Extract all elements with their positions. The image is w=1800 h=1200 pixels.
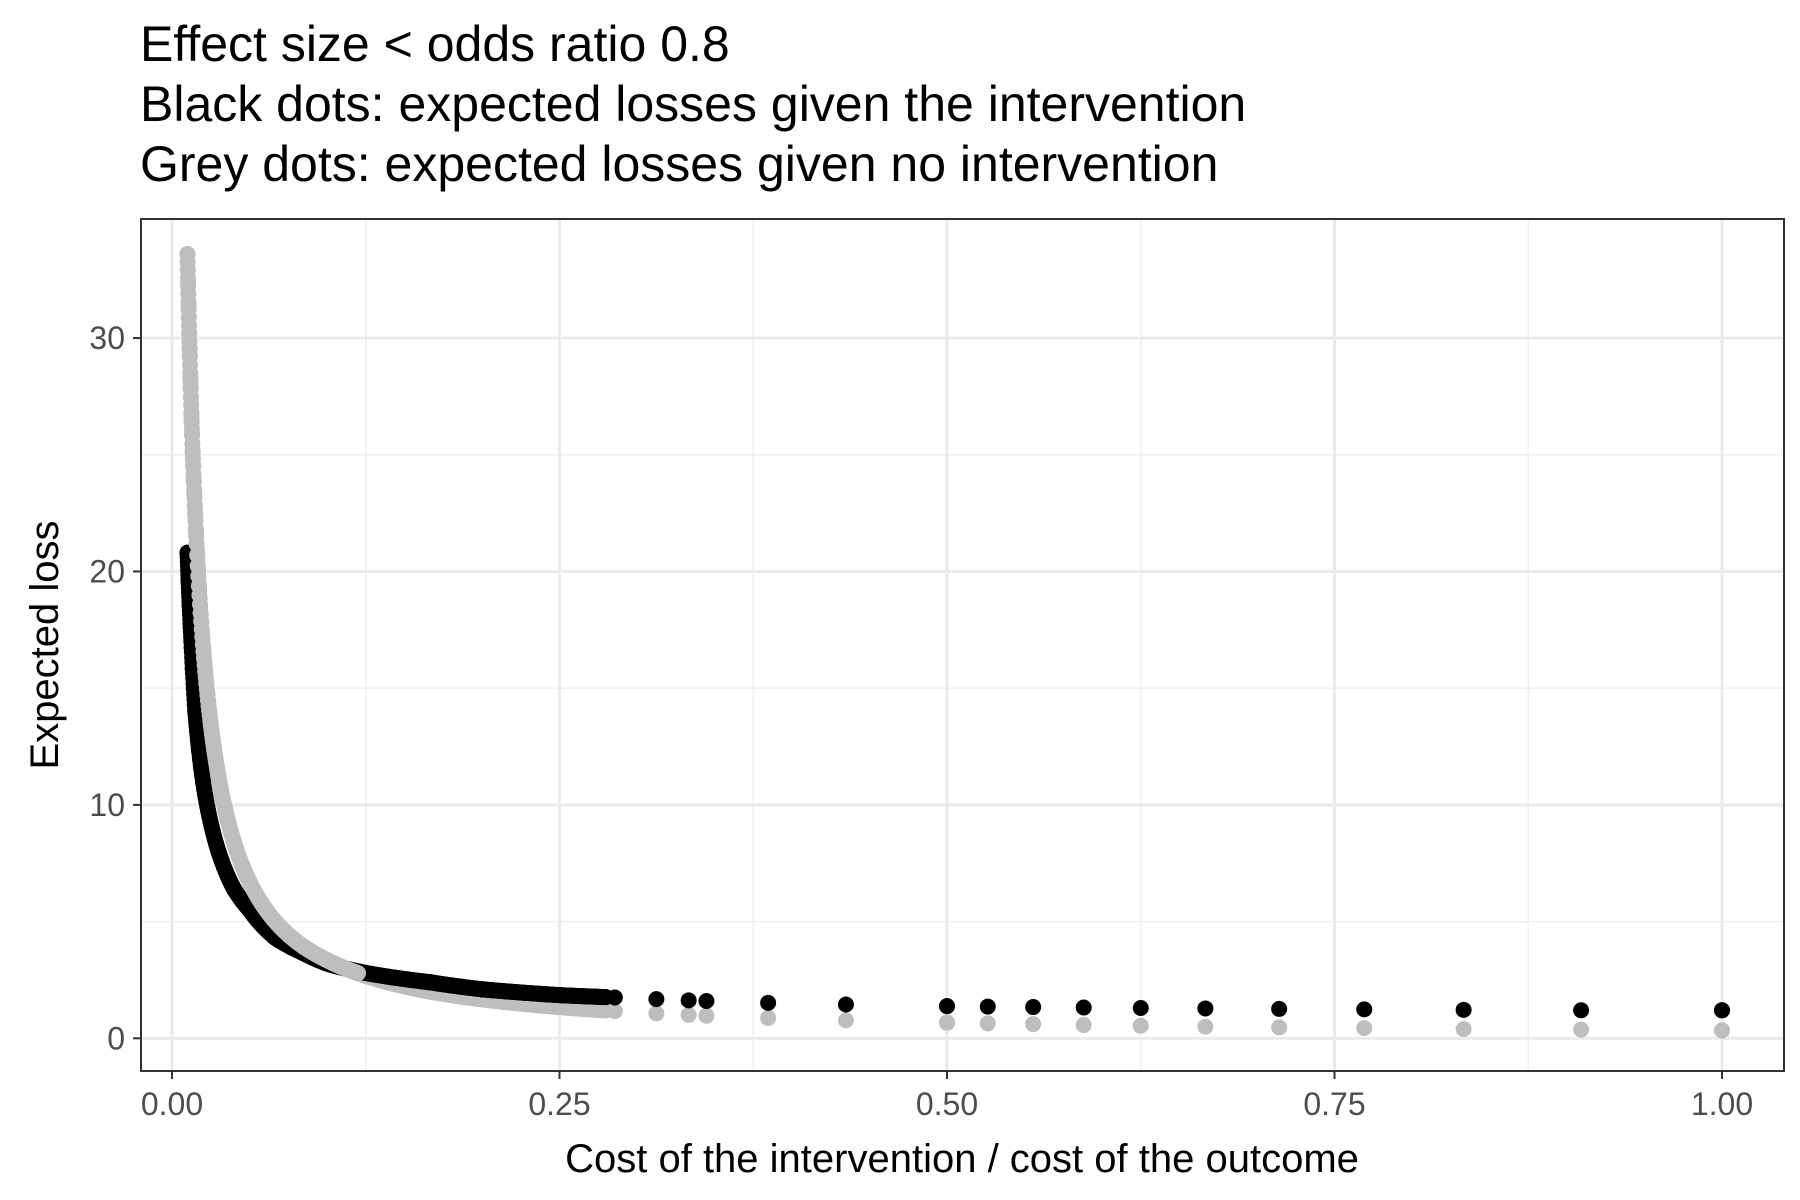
x-tick-label: 0.25: [528, 1086, 590, 1122]
y-tick-label: 10: [89, 787, 125, 823]
y-axis: 0 10 20 30: [89, 320, 141, 1056]
data-point: [1025, 1016, 1042, 1033]
plot-panel: [141, 219, 1784, 1071]
major-gridlines: [141, 219, 1784, 1071]
data-point: [939, 998, 955, 1015]
data-point: [1573, 1002, 1590, 1019]
x-tick-label: 0.50: [916, 1086, 978, 1122]
data-series: [179, 246, 1730, 1039]
y-axis-label: Expected loss: [23, 520, 67, 769]
data-point: [698, 992, 715, 1009]
data-point: [1075, 1017, 1092, 1034]
chart-title: Effect size < odds ratio 0.8 Black dots:…: [140, 14, 1246, 194]
data-point: [350, 965, 366, 982]
x-axis-label: Cost of the intervention / cost of the o…: [565, 1137, 1359, 1181]
data-point: [182, 389, 199, 406]
data-point: [1573, 1021, 1590, 1038]
data-point: [648, 1005, 665, 1022]
data-point: [1271, 1019, 1288, 1036]
data-point: [187, 512, 204, 529]
data-point: [1271, 1000, 1288, 1017]
data-point: [979, 998, 996, 1015]
data-point: [1197, 1018, 1214, 1035]
series-no-intervention-overlay: [179, 246, 366, 982]
y-tick-label: 0: [107, 1020, 125, 1056]
title-line-1: Effect size < odds ratio 0.8: [140, 16, 730, 72]
data-point: [979, 1015, 996, 1032]
data-point: [1197, 1000, 1214, 1017]
data-point: [1455, 1020, 1472, 1037]
data-point: [185, 472, 202, 489]
data-point: [837, 996, 854, 1013]
data-point: [1356, 1001, 1373, 1018]
x-tick-label: 0.75: [1303, 1086, 1365, 1122]
data-point: [939, 1014, 955, 1031]
data-point: [1714, 1002, 1730, 1019]
data-point: [181, 347, 198, 364]
y-tick-label: 30: [89, 320, 125, 356]
data-point: [760, 1010, 777, 1027]
data-point: [183, 408, 200, 425]
data-point: [680, 1006, 697, 1023]
data-point: [1356, 1020, 1373, 1037]
data-point: [760, 994, 777, 1011]
x-tick-label: 1.00: [1691, 1086, 1753, 1122]
data-point: [680, 992, 697, 1009]
x-axis: 0.00 0.25 0.50 0.75 1.00: [141, 1071, 1753, 1122]
data-point: [1455, 1001, 1472, 1018]
data-point: [1132, 999, 1149, 1016]
data-point: [182, 369, 199, 386]
data-point: [184, 425, 201, 442]
data-point: [185, 457, 202, 474]
data-point: [1714, 1022, 1730, 1039]
plot-border: [140, 218, 1785, 1072]
data-point: [188, 524, 205, 541]
data-point: [1025, 999, 1042, 1016]
data-point: [1132, 1017, 1149, 1034]
data-point: [186, 697, 203, 714]
minor-gridlines: [141, 219, 1784, 1071]
x-tick-label: 0.00: [141, 1086, 203, 1122]
data-point: [837, 1012, 854, 1029]
data-point: [179, 246, 196, 263]
data-point: [185, 679, 202, 696]
data-point: [186, 499, 203, 516]
data-point: [1075, 999, 1092, 1016]
data-point: [598, 1002, 614, 1019]
y-tick-label: 20: [89, 553, 125, 589]
data-point: [180, 274, 197, 291]
title-line-2: Black dots: expected losses given the in…: [140, 76, 1247, 132]
title-line-3: Grey dots: expected losses given no inte…: [140, 136, 1219, 192]
data-point: [181, 324, 198, 341]
data-point: [598, 989, 614, 1006]
data-point: [180, 300, 197, 317]
data-point: [184, 441, 201, 458]
data-point: [186, 486, 203, 503]
data-point: [648, 991, 665, 1008]
data-point: [698, 1007, 715, 1024]
